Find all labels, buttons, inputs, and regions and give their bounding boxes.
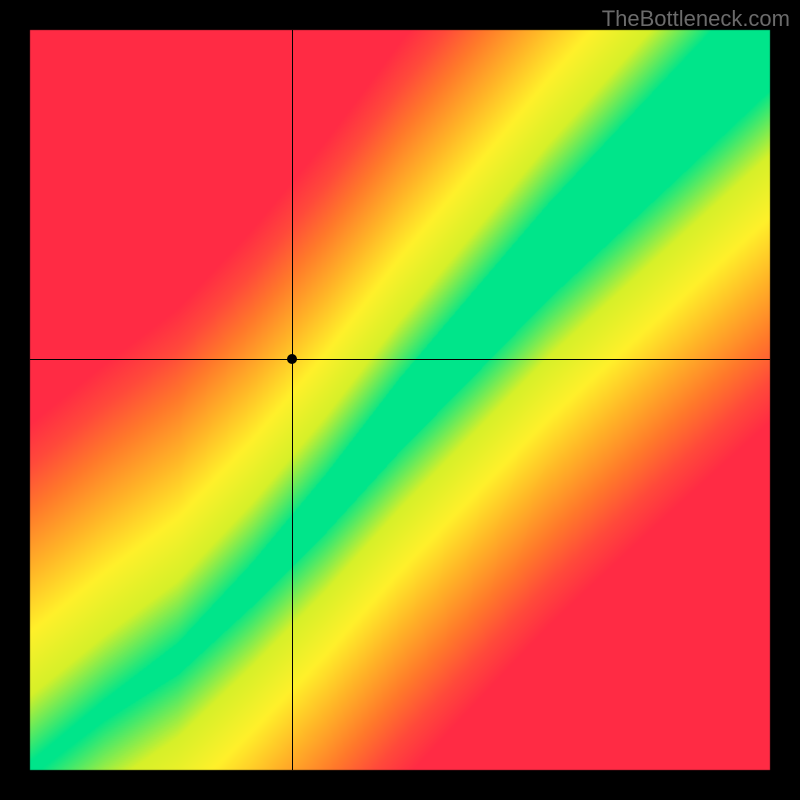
bottleneck-heatmap	[0, 0, 800, 800]
data-point-marker	[287, 354, 297, 364]
crosshair-horizontal	[30, 359, 770, 360]
crosshair-vertical	[292, 30, 293, 770]
watermark-text: TheBottleneck.com	[602, 6, 790, 32]
